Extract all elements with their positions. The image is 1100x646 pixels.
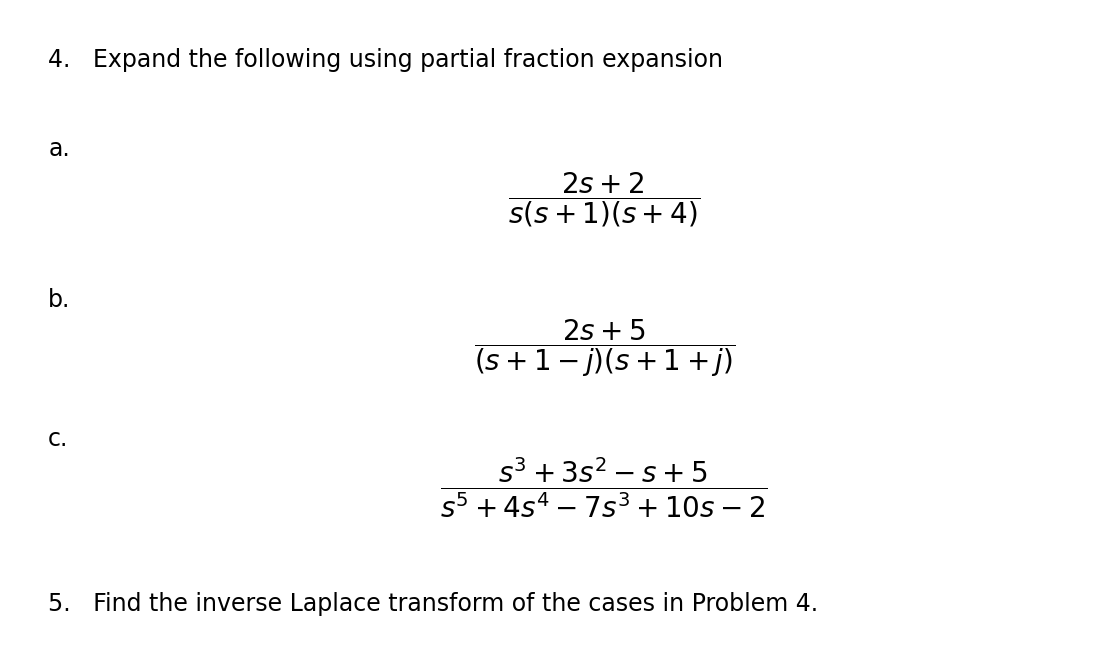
Text: $\dfrac{s^3 + 3s^2 - s + 5}{s^5 + 4s^4 - 7s^3 + 10s - 2}$: $\dfrac{s^3 + 3s^2 - s + 5}{s^5 + 4s^4 -…	[440, 455, 768, 519]
Text: b.: b.	[48, 288, 70, 312]
Text: 5.   Find the inverse Laplace transform of the cases in Problem 4.: 5. Find the inverse Laplace transform of…	[48, 592, 818, 616]
Text: $\dfrac{2s + 5}{(s+1-j)(s+1+j)}$: $\dfrac{2s + 5}{(s+1-j)(s+1+j)}$	[474, 317, 735, 379]
Text: a.: a.	[48, 136, 70, 160]
Text: 4.   Expand the following using partial fraction expansion: 4. Expand the following using partial fr…	[48, 48, 723, 72]
Text: $\dfrac{2s + 2}{s(s+1)(s+4)}$: $\dfrac{2s + 2}{s(s+1)(s+4)}$	[508, 171, 701, 229]
Text: c.: c.	[48, 427, 68, 452]
